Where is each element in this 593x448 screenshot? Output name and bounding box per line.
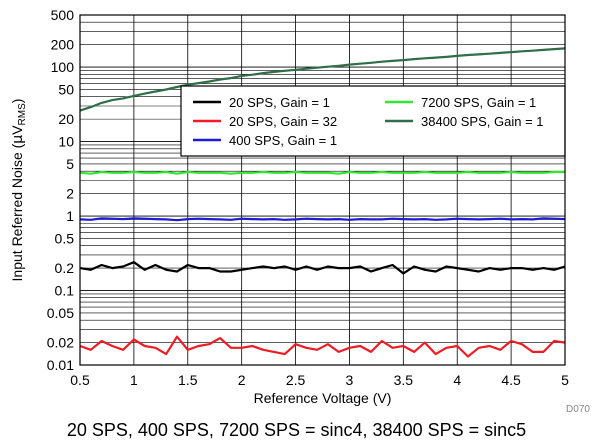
y-tick-label: 100 xyxy=(51,59,75,75)
y-tick-labels: 0.01 0.02 0.05 0.1 0.2 0.5 1 2 5 10 20 50 100 200 500 xyxy=(47,7,74,373)
x-tick-label: 4.5 xyxy=(501,372,521,388)
y-axis-label-mu: µ xyxy=(10,135,26,144)
plot-frame xyxy=(79,14,566,366)
y-axis-label-close: ) xyxy=(9,99,25,104)
y-tick-label: 200 xyxy=(51,37,75,53)
y-tick-label: 1 xyxy=(66,208,74,224)
legend-entry-label: 7200 SPS, Gain = 1 xyxy=(421,95,536,110)
y-tick-label: 2 xyxy=(66,186,74,202)
legend-entry-label: 38400 SPS, Gain = 1 xyxy=(421,114,544,129)
series-line-1 xyxy=(79,261,566,275)
x-axis-label: Reference Voltage (V) xyxy=(254,390,392,406)
y-tick-label: 10 xyxy=(58,134,74,150)
legend-entry-label: 400 SPS, Gain = 1 xyxy=(229,133,337,148)
x-tick-label: 2.5 xyxy=(286,372,306,388)
x-tick-label: 1 xyxy=(130,372,138,388)
y-axis-label-main: Input Referred Noise ( xyxy=(9,143,25,281)
y-axis-label: Input Referred Noise (µVRMS) xyxy=(9,99,28,282)
y-axis-label-subscript: RMS xyxy=(17,103,28,126)
x-tick-label: 1.5 xyxy=(178,372,198,388)
x-tick-label: 5 xyxy=(561,372,569,388)
noise-vs-reference-voltage-chart: 20 SPS, Gain = 1 20 SPS, Gain = 32 400 SPS… xyxy=(9,7,590,415)
series-line-4 xyxy=(79,170,565,175)
y-tick-label: 500 xyxy=(51,7,75,23)
y-tick-label: 20 xyxy=(58,111,74,127)
x-tick-label: 4 xyxy=(453,372,461,388)
x-tick-label: 0.5 xyxy=(70,372,90,388)
y-tick-label: 0.2 xyxy=(55,260,75,276)
y-tick-label: 0.5 xyxy=(55,230,75,246)
x-tick-labels: 0.5 1 1.5 2 2.5 3 3.5 4 4.5 5 xyxy=(70,372,569,388)
legend-entry-label: 20 SPS, Gain = 32 xyxy=(229,114,337,129)
legend-box xyxy=(180,85,566,157)
y-tick-label: 0.05 xyxy=(47,305,74,321)
legend-entry-label: 20 SPS, Gain = 1 xyxy=(229,95,330,110)
y-tick-label: 5 xyxy=(66,156,74,172)
x-tick-label: 2 xyxy=(238,372,246,388)
chart-caption: 20 SPS, 400 SPS, 7200 SPS = sinc4, 38400… xyxy=(66,420,527,440)
legend: 20 SPS, Gain = 1 20 SPS, Gain = 32 400 SPS… xyxy=(180,85,566,157)
y-tick-label: 50 xyxy=(58,81,74,97)
y-tick-label: 0.1 xyxy=(55,283,75,299)
x-tick-label: 3.5 xyxy=(394,372,414,388)
series-line-5 xyxy=(79,47,566,112)
series-line-3 xyxy=(79,217,566,222)
series-line-2 xyxy=(79,335,566,358)
y-tick-label: 0.01 xyxy=(47,357,74,373)
y-axis-label-unit: V xyxy=(9,125,25,135)
figure-id: D070 xyxy=(566,404,590,415)
y-tick-label: 0.02 xyxy=(47,335,74,351)
data-series xyxy=(79,47,566,358)
x-tick-label: 3 xyxy=(346,372,354,388)
